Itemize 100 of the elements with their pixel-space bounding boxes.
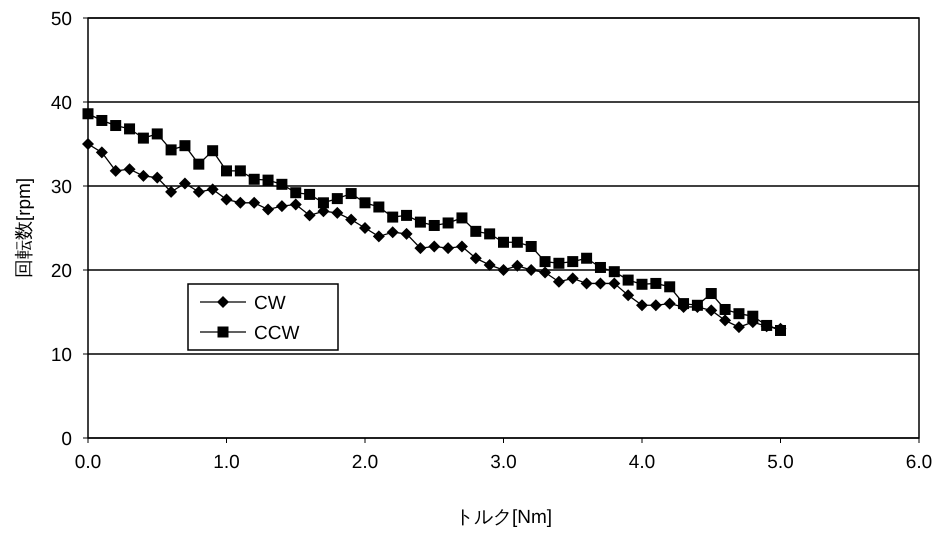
point bbox=[428, 220, 440, 231]
point bbox=[234, 165, 246, 176]
point bbox=[732, 321, 745, 334]
point bbox=[124, 163, 136, 176]
x-tick-label: 5.0 bbox=[767, 452, 794, 473]
point bbox=[567, 256, 578, 268]
point bbox=[151, 172, 164, 184]
point bbox=[359, 222, 371, 234]
point bbox=[622, 289, 634, 302]
point bbox=[290, 198, 302, 210]
point bbox=[110, 164, 122, 177]
point bbox=[526, 240, 537, 252]
point bbox=[220, 193, 232, 206]
point bbox=[192, 186, 205, 198]
point bbox=[248, 196, 260, 209]
point bbox=[331, 206, 344, 219]
point bbox=[262, 174, 274, 186]
legend-label: CCW bbox=[254, 323, 300, 344]
point bbox=[373, 202, 384, 212]
y-tick-label: 10 bbox=[50, 345, 72, 366]
point bbox=[400, 228, 413, 240]
point bbox=[512, 236, 523, 248]
point bbox=[372, 230, 385, 242]
point bbox=[608, 277, 620, 290]
point bbox=[498, 264, 510, 276]
point bbox=[719, 314, 732, 326]
point bbox=[386, 226, 399, 238]
point bbox=[594, 262, 606, 273]
x-axis-title: トルク[Nm] bbox=[454, 507, 552, 528]
x-tick-label: 6.0 bbox=[906, 452, 932, 473]
point bbox=[484, 228, 496, 240]
legend-label: CW bbox=[254, 293, 286, 314]
point bbox=[110, 120, 122, 132]
point bbox=[414, 242, 426, 254]
point bbox=[580, 277, 593, 290]
point bbox=[304, 188, 316, 200]
point bbox=[276, 178, 288, 190]
point bbox=[178, 177, 191, 190]
point bbox=[82, 138, 94, 150]
y-tick-label: 0 bbox=[61, 429, 72, 450]
point bbox=[387, 212, 398, 223]
point bbox=[539, 266, 552, 279]
point bbox=[166, 144, 177, 156]
point bbox=[484, 258, 496, 271]
y-tick-label: 50 bbox=[50, 9, 72, 30]
point bbox=[470, 226, 482, 237]
point bbox=[553, 258, 564, 269]
point bbox=[318, 197, 329, 208]
point bbox=[137, 170, 150, 182]
point bbox=[608, 266, 620, 278]
point bbox=[678, 298, 690, 310]
point bbox=[290, 187, 302, 198]
point bbox=[248, 174, 260, 185]
point bbox=[456, 240, 468, 252]
point bbox=[511, 260, 524, 272]
point bbox=[566, 272, 579, 284]
point bbox=[552, 276, 565, 288]
point bbox=[650, 278, 662, 289]
point bbox=[206, 183, 219, 196]
point bbox=[193, 158, 204, 170]
point bbox=[636, 299, 648, 312]
point bbox=[304, 209, 316, 222]
point bbox=[540, 256, 551, 268]
point bbox=[234, 196, 246, 209]
point bbox=[594, 277, 606, 290]
point bbox=[650, 299, 662, 312]
point bbox=[622, 274, 634, 286]
point bbox=[221, 165, 232, 176]
y-tick-label: 30 bbox=[50, 177, 72, 198]
point bbox=[442, 242, 454, 254]
point bbox=[747, 310, 758, 322]
point bbox=[664, 298, 676, 310]
y-tick-label: 40 bbox=[50, 93, 72, 114]
point bbox=[152, 128, 163, 140]
point bbox=[706, 288, 717, 300]
point bbox=[705, 304, 718, 316]
point bbox=[345, 214, 358, 226]
point bbox=[96, 146, 108, 158]
point bbox=[720, 304, 731, 315]
point bbox=[96, 114, 108, 126]
point bbox=[525, 264, 538, 276]
point bbox=[428, 240, 440, 252]
x-tick-label: 4.0 bbox=[628, 452, 656, 473]
y-tick-label: 20 bbox=[50, 261, 72, 282]
x-tick-label: 3.0 bbox=[490, 452, 517, 473]
point bbox=[179, 140, 190, 152]
point bbox=[664, 281, 676, 292]
point bbox=[636, 278, 648, 290]
point bbox=[207, 145, 218, 156]
point bbox=[401, 210, 412, 221]
point bbox=[442, 217, 454, 228]
point bbox=[138, 132, 149, 144]
point bbox=[456, 212, 468, 224]
point bbox=[262, 204, 274, 216]
point bbox=[276, 200, 288, 212]
x-tick-label: 1.0 bbox=[213, 452, 240, 473]
point bbox=[581, 252, 592, 264]
point bbox=[165, 186, 178, 198]
point bbox=[414, 216, 426, 228]
x-tick-label: 0.0 bbox=[74, 452, 102, 473]
